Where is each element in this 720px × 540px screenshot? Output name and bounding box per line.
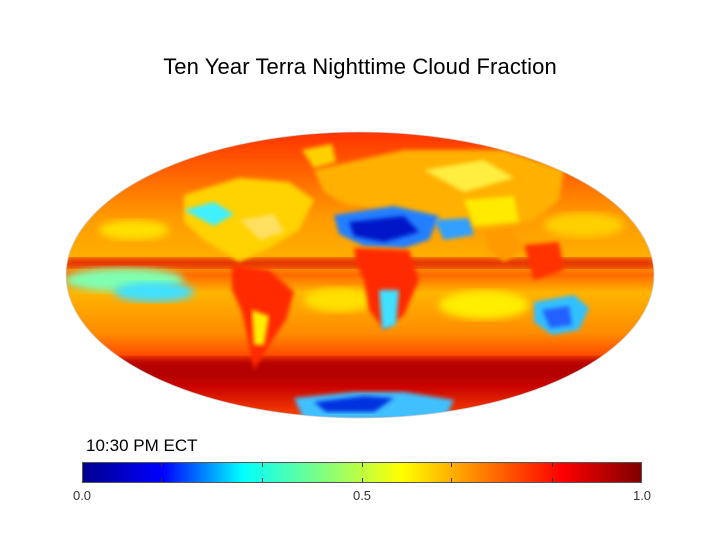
overpass-time-label: 10:30 PM ECT xyxy=(86,436,198,455)
colorbar-tick-mid: 0.5 xyxy=(352,488,372,503)
map-outline xyxy=(65,131,655,419)
map-svg xyxy=(65,131,655,419)
map-field xyxy=(66,132,654,418)
colorbar-tick-min: 0.0 xyxy=(72,488,92,503)
colorbar xyxy=(82,462,642,483)
chart-title: Ten Year Terra Nighttime Cloud Fraction xyxy=(163,54,557,79)
colorbar-tick-max: 1.0 xyxy=(632,488,652,503)
cloud-fraction-map xyxy=(64,130,656,420)
